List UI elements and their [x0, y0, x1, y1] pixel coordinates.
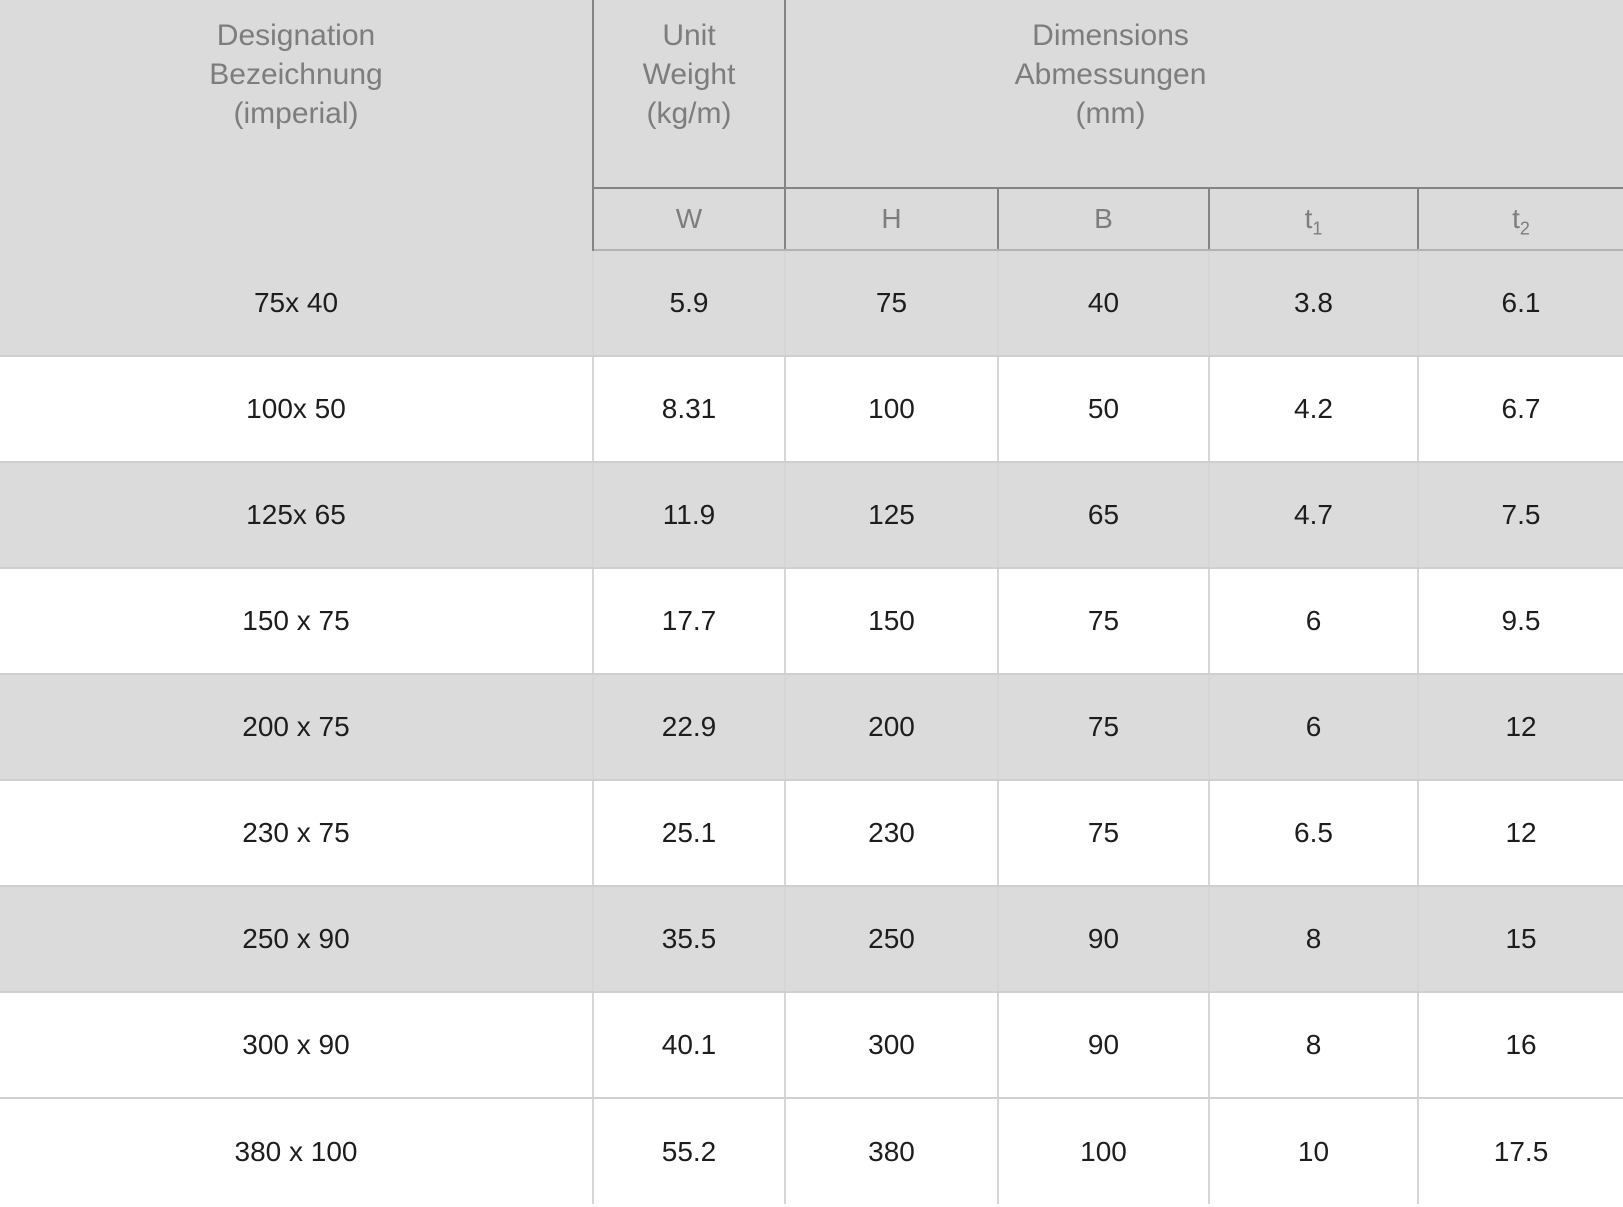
- b-cell: 50: [998, 356, 1210, 463]
- unit-weight-header: Unit Weight (kg/m): [593, 0, 786, 189]
- unit-weight-cell: 55.2: [593, 1098, 786, 1204]
- unit-weight-cell: 25.1: [593, 780, 786, 887]
- designation-cell: 250 x 90: [0, 886, 594, 993]
- subheader-b: B: [998, 188, 1210, 251]
- h-cell: 150: [785, 568, 999, 675]
- unit-weight-cell: 22.9: [593, 674, 786, 781]
- b-cell: 100: [998, 1098, 1210, 1204]
- h-cell: 75: [785, 250, 999, 357]
- unit-weight-cell: 8.31: [593, 356, 786, 463]
- b-cell: 75: [998, 674, 1210, 781]
- h-cell: 200: [785, 674, 999, 781]
- b-cell: 65: [998, 462, 1210, 569]
- subheader-t2: t2: [1418, 188, 1623, 251]
- t1-cell: 8: [1209, 886, 1419, 993]
- designation-cell: 200 x 75: [0, 674, 594, 781]
- h-cell: 380: [785, 1098, 999, 1204]
- b-cell: 90: [998, 886, 1210, 993]
- designation-cell: 230 x 75: [0, 780, 594, 887]
- t1-cell: 3.8: [1209, 250, 1419, 357]
- dimensions-header: Dimensions Abmessungen (mm): [785, 0, 1623, 189]
- subheader-w-label: W: [675, 203, 703, 234]
- unit-weight-cell: 17.7: [593, 568, 786, 675]
- designation-header-line1: Designation: [216, 19, 376, 52]
- subheader-t1: t1: [1209, 188, 1419, 251]
- t2-cell: 12: [1418, 674, 1623, 781]
- t2-cell: 6.7: [1418, 356, 1623, 463]
- table-row: 125x 65 11.9 125 65 4.7 7.5: [0, 462, 1623, 569]
- t1-cell: 6.5: [1209, 780, 1419, 887]
- t2-cell: 9.5: [1418, 568, 1623, 675]
- subheader-t1-label: t: [1304, 203, 1313, 234]
- b-cell: 90: [998, 992, 1210, 1099]
- dimensions-header-line3: (mm): [1075, 97, 1146, 130]
- b-cell: 75: [998, 780, 1210, 887]
- dimensions-header-line1: Dimensions: [1032, 19, 1189, 52]
- h-cell: 125: [785, 462, 999, 569]
- table-row: 100x 50 8.31 100 50 4.2 6.7: [0, 356, 1623, 463]
- unit-weight-cell: 5.9: [593, 250, 786, 357]
- t2-cell: 7.5: [1418, 462, 1623, 569]
- t1-cell: 4.7: [1209, 462, 1419, 569]
- unit-weight-cell: 35.5: [593, 886, 786, 993]
- designation-cell: 150 x 75: [0, 568, 594, 675]
- designation-cell: 125x 65: [0, 462, 594, 569]
- subheader-h-label: H: [881, 203, 902, 234]
- subheader-t2-subscript: 2: [1519, 218, 1530, 239]
- designation-header-line3: (imperial): [233, 97, 359, 130]
- designation-cell: 75x 40: [0, 250, 594, 357]
- subheader-w: W: [593, 188, 786, 251]
- h-cell: 230: [785, 780, 999, 887]
- t1-cell: 10: [1209, 1098, 1419, 1204]
- t1-cell: 6: [1209, 674, 1419, 781]
- h-cell: 300: [785, 992, 999, 1099]
- b-cell: 75: [998, 568, 1210, 675]
- b-cell: 40: [998, 250, 1210, 357]
- t2-cell: 17.5: [1418, 1098, 1623, 1204]
- table-row: 200 x 75 22.9 200 75 6 12: [0, 674, 1623, 781]
- designation-header: Designation Bezeichnung (imperial): [0, 0, 594, 250]
- subheader-t2-label: t: [1512, 203, 1520, 234]
- header-sub-row: W H B t1 t2: [0, 188, 1623, 251]
- designation-cell: 380 x 100: [0, 1098, 594, 1204]
- subheader-h: H: [785, 188, 999, 251]
- dimensions-header-line2: Abmessungen: [1014, 58, 1207, 91]
- t1-cell: 6: [1209, 568, 1419, 675]
- h-cell: 100: [785, 356, 999, 463]
- unit-weight-header-line3: (kg/m): [646, 97, 732, 130]
- t1-cell: 4.2: [1209, 356, 1419, 463]
- table-row: 250 x 90 35.5 250 90 8 15: [0, 886, 1623, 993]
- unit-weight-header-line1: Unit: [662, 19, 716, 52]
- h-cell: 250: [785, 886, 999, 993]
- t2-cell: 6.1: [1418, 250, 1623, 357]
- subheader-b-label: B: [1094, 203, 1113, 234]
- subheader-t1-subscript: 1: [1312, 218, 1323, 239]
- t1-cell: 8: [1209, 992, 1419, 1099]
- table-header: Designation Bezeichnung (imperial) Unit …: [0, 0, 1623, 251]
- designation-cell: 100x 50: [0, 356, 594, 463]
- t2-cell: 12: [1418, 780, 1623, 887]
- unit-weight-header-line2: Weight: [642, 58, 736, 91]
- header-group-row: Designation Bezeichnung (imperial) Unit …: [0, 0, 1623, 250]
- designation-header-line2: Bezeichnung: [209, 58, 383, 91]
- table-row: 300 x 90 40.1 300 90 8 16: [0, 992, 1623, 1099]
- table-body: 75x 40 5.9 75 40 3.8 6.1 100x 50 8.31 10…: [0, 250, 1623, 1204]
- unit-weight-cell: 11.9: [593, 462, 786, 569]
- t2-cell: 16: [1418, 992, 1623, 1099]
- designation-cell: 300 x 90: [0, 992, 594, 1099]
- t2-cell: 15: [1418, 886, 1623, 993]
- table-row: 75x 40 5.9 75 40 3.8 6.1: [0, 250, 1623, 357]
- unit-weight-cell: 40.1: [593, 992, 786, 1099]
- table-row: 380 x 100 55.2 380 100 10 17.5: [0, 1098, 1623, 1204]
- table-row: 230 x 75 25.1 230 75 6.5 12: [0, 780, 1623, 887]
- table-row: 150 x 75 17.7 150 75 6 9.5: [0, 568, 1623, 675]
